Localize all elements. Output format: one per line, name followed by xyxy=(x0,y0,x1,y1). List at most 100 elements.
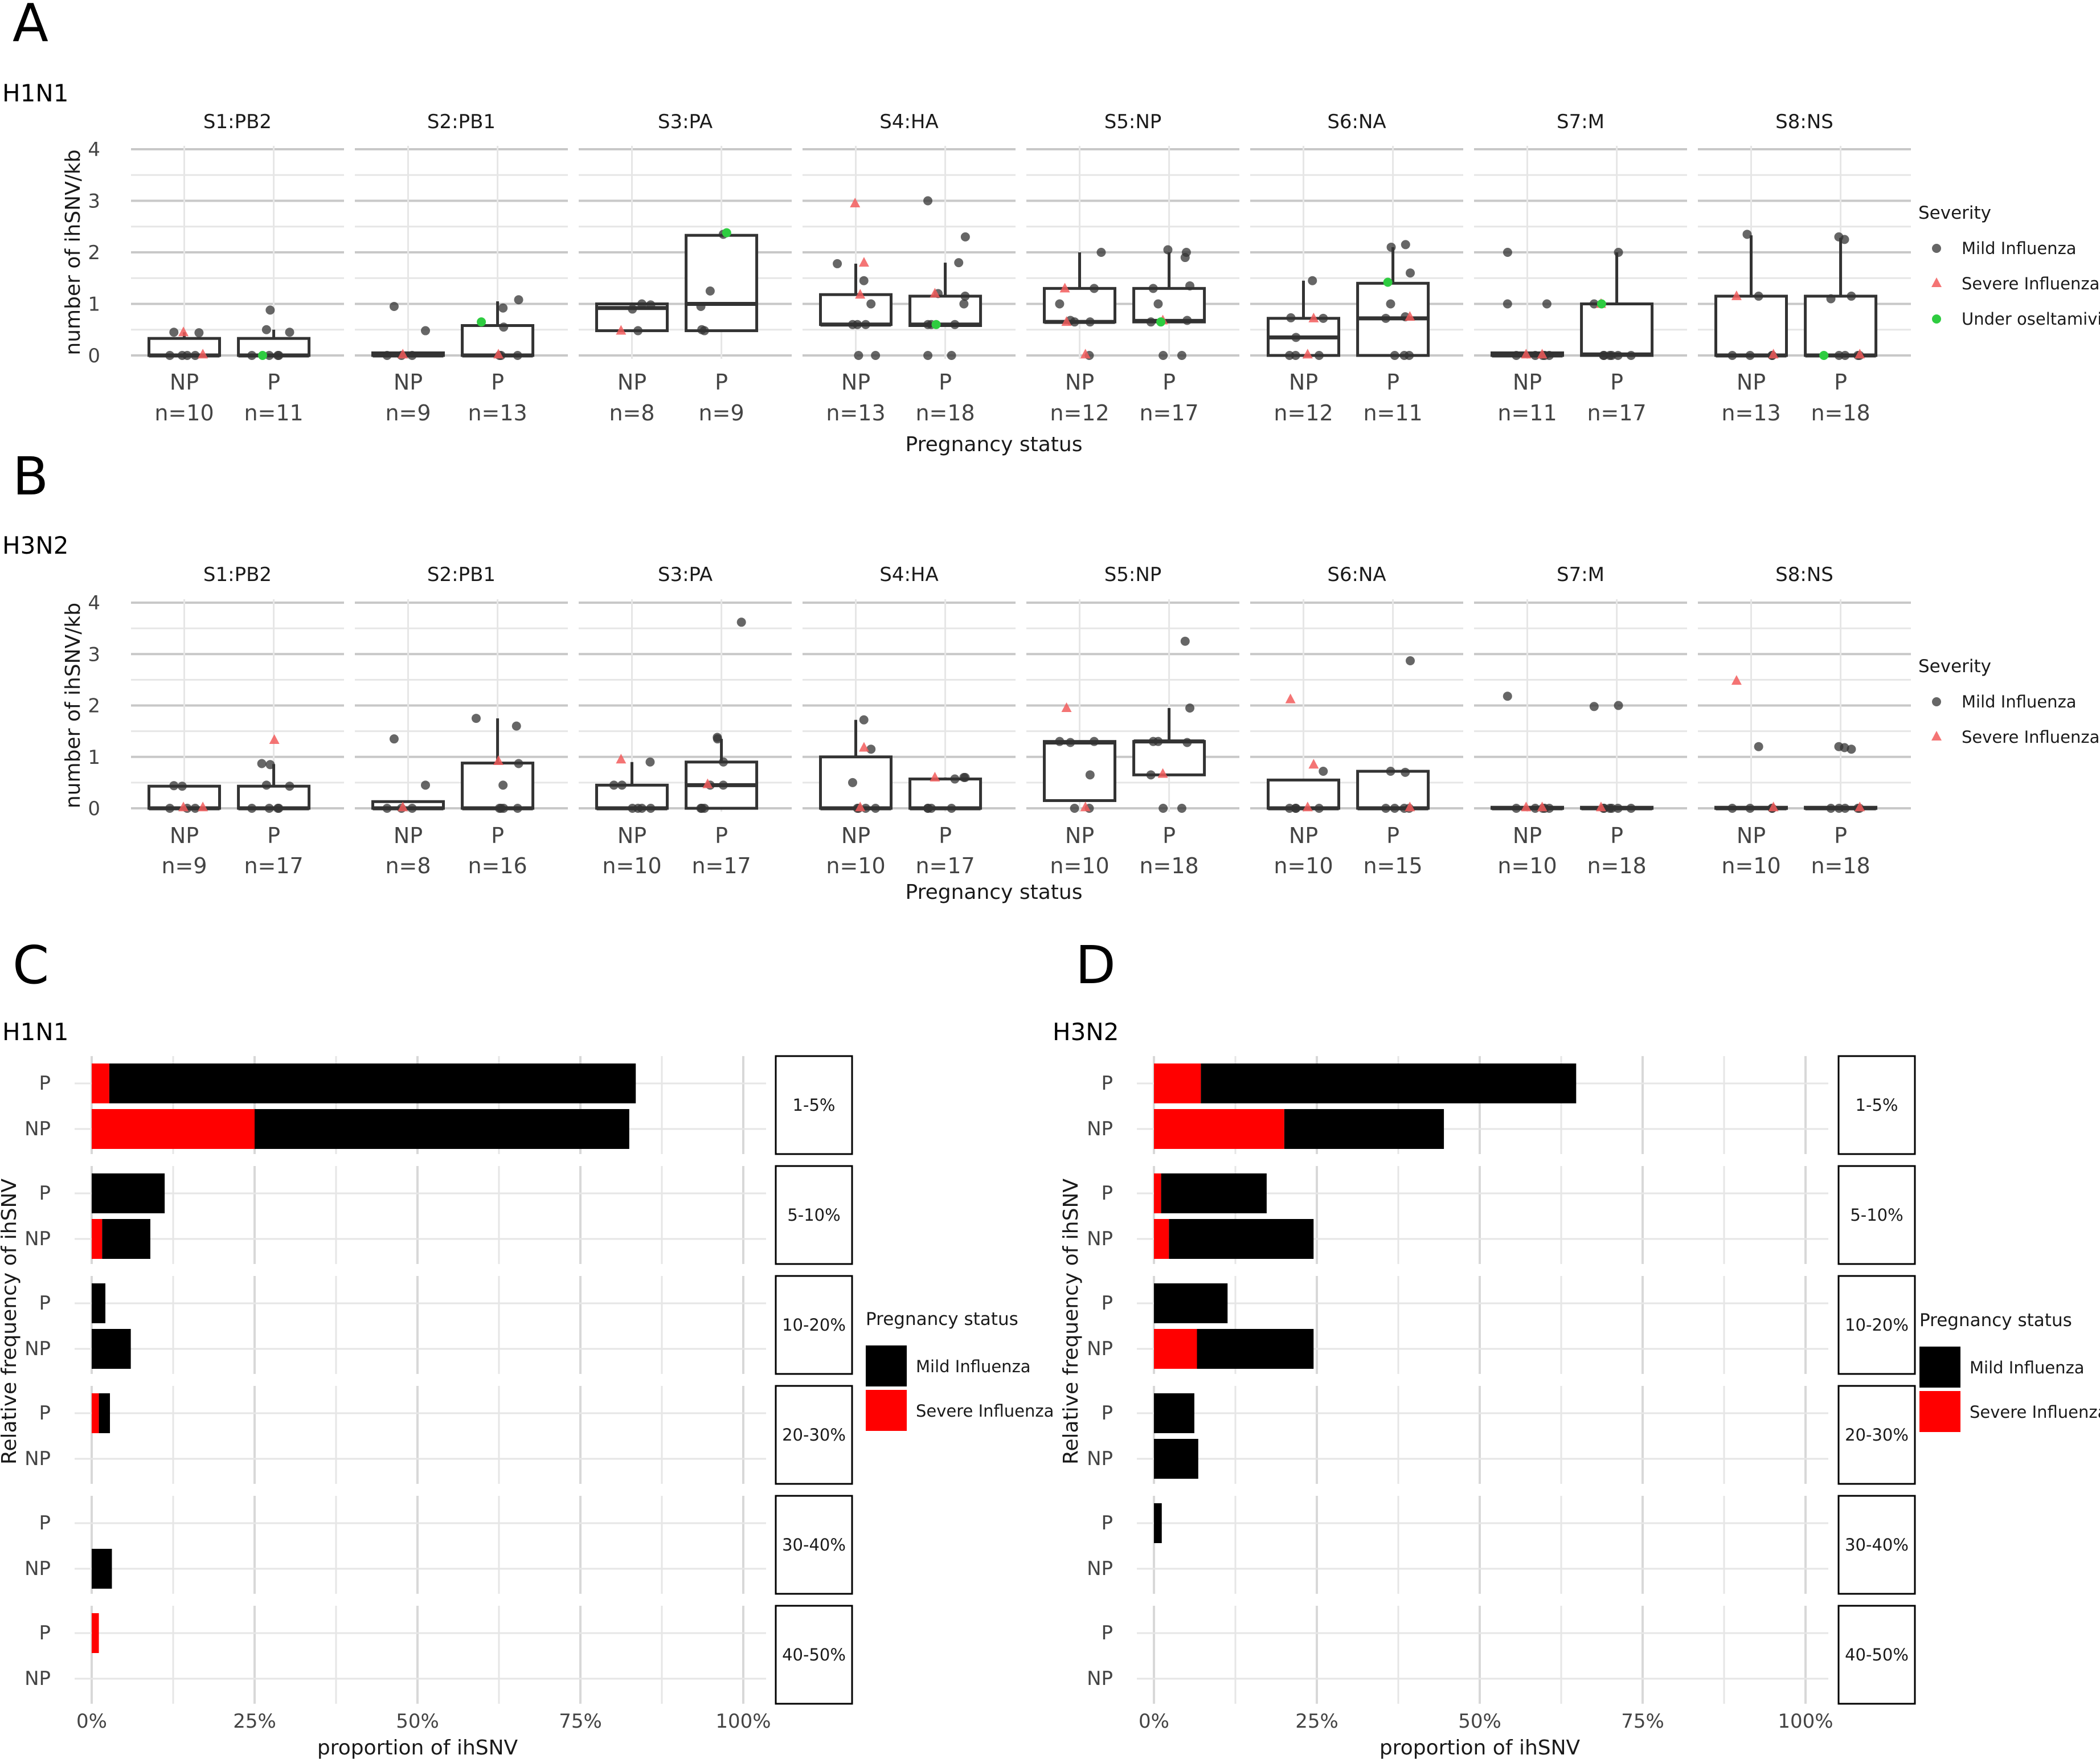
point-mild xyxy=(1291,333,1301,342)
point-mild xyxy=(628,804,637,813)
point-mild xyxy=(1148,284,1158,293)
point-mild xyxy=(1285,804,1295,813)
facet-strip-box xyxy=(775,1055,853,1155)
point-mild xyxy=(1626,351,1636,360)
bar-mild xyxy=(1161,1173,1267,1213)
panel-a-subtitle: H1N1 xyxy=(2,79,68,107)
point-mild xyxy=(1181,248,1191,257)
x-tick-label: NP xyxy=(617,823,646,848)
sample-size-label: n=18 xyxy=(915,400,975,426)
point-mild xyxy=(1085,770,1095,780)
sample-size-label: n=12 xyxy=(1050,400,1109,426)
point-mild xyxy=(923,196,933,206)
box-body xyxy=(461,762,535,810)
point-mild xyxy=(1728,351,1737,360)
point-mild xyxy=(1840,804,1850,813)
point-mild xyxy=(498,780,508,790)
box-body xyxy=(1043,740,1116,802)
x-tick-label: P xyxy=(1834,370,1847,395)
y-tick-label: NP xyxy=(24,1447,51,1470)
point-mild xyxy=(1745,804,1755,813)
y-tick-label: 0 xyxy=(88,797,100,820)
point-mild xyxy=(954,258,964,268)
point-mild xyxy=(1613,804,1623,813)
facet-strip-label: S6:NA xyxy=(1327,111,1386,133)
x-tick-label: NP xyxy=(1289,370,1318,395)
y-tick-label: NP xyxy=(24,1337,51,1360)
point-severe xyxy=(1302,349,1313,359)
sample-size-label: n=9 xyxy=(385,400,431,426)
point-mild xyxy=(382,351,392,360)
box-body xyxy=(461,324,535,357)
point-mild xyxy=(1503,248,1512,257)
point-mild xyxy=(719,757,728,767)
point-mild xyxy=(1146,317,1156,327)
point-severe xyxy=(858,742,869,752)
point-mild xyxy=(261,780,271,790)
legend-key-mild xyxy=(866,1345,907,1386)
y-tick-label: 2 xyxy=(88,695,100,718)
x-tick-label: NP xyxy=(170,370,199,395)
point-mild xyxy=(264,351,274,360)
legend-title: Severity xyxy=(1918,203,1991,223)
point-severe xyxy=(1059,283,1070,293)
facet-strip-label: S3:PA xyxy=(658,563,713,586)
bar-mild xyxy=(1154,1393,1194,1433)
facet-strip-label: S1:PB2 xyxy=(203,563,272,586)
point-mild xyxy=(1055,737,1065,746)
legend-title: Pregnancy status xyxy=(866,1309,1018,1330)
sample-size-label: n=13 xyxy=(1721,400,1780,426)
point-mild xyxy=(1390,351,1399,360)
bar-mild xyxy=(109,1063,636,1103)
box-body xyxy=(1580,302,1654,357)
point-mild xyxy=(1066,738,1075,747)
point-mild xyxy=(1319,767,1328,776)
x-tick-label: 50% xyxy=(1458,1710,1501,1733)
point-mild xyxy=(1153,299,1163,309)
x-tick-label: 25% xyxy=(233,1710,276,1733)
point-mild xyxy=(718,780,728,790)
x-tick-label: P xyxy=(267,370,280,395)
point-mild xyxy=(1503,692,1512,701)
point-severe xyxy=(1768,349,1779,359)
point-mild xyxy=(285,782,294,791)
x-axis-title: proportion of ihSNV xyxy=(317,1736,518,1759)
point-mild xyxy=(514,295,523,305)
point-mild xyxy=(1291,804,1301,813)
x-tick-label: NP xyxy=(1737,823,1766,848)
sample-size-label: n=10 xyxy=(826,853,885,878)
facet-strip-label: S4:HA xyxy=(879,111,939,133)
sample-size-label: n=10 xyxy=(154,400,214,426)
point-mild xyxy=(1545,351,1554,360)
point-oseltamivir xyxy=(1156,317,1166,327)
point-mild xyxy=(177,351,187,360)
point-mild xyxy=(1728,804,1737,813)
legend-key-severe xyxy=(1919,1391,1960,1432)
point-mild xyxy=(1742,230,1752,239)
y-tick-label: P xyxy=(1101,1512,1113,1535)
point-mild xyxy=(617,780,627,790)
sample-size-label: n=15 xyxy=(1363,853,1422,878)
facet-strip-box xyxy=(1837,1385,1916,1485)
x-tick-label: NP xyxy=(394,823,423,848)
legend-key-oseltamivir xyxy=(1932,314,1941,324)
x-tick-label: NP xyxy=(1513,823,1542,848)
sample-size-label: n=11 xyxy=(1363,400,1422,426)
point-mild xyxy=(169,781,179,791)
point-mild xyxy=(1381,313,1391,323)
point-mild xyxy=(382,804,392,813)
point-mild xyxy=(264,804,274,813)
point-mild xyxy=(1512,351,1521,360)
sample-size-label: n=9 xyxy=(699,400,744,426)
y-tick-label: 1 xyxy=(88,293,100,316)
facet-strip-label: S2:PB1 xyxy=(427,111,496,133)
point-mild xyxy=(1754,291,1763,301)
y-tick-label: NP xyxy=(1087,1667,1113,1690)
x-tick-label: NP xyxy=(1065,370,1094,395)
bar-mild xyxy=(1154,1503,1162,1543)
point-mild xyxy=(407,351,417,360)
point-mild xyxy=(169,328,179,337)
point-severe xyxy=(1537,349,1548,359)
point-mild xyxy=(1834,232,1844,242)
y-tick-label: P xyxy=(1101,1402,1113,1425)
